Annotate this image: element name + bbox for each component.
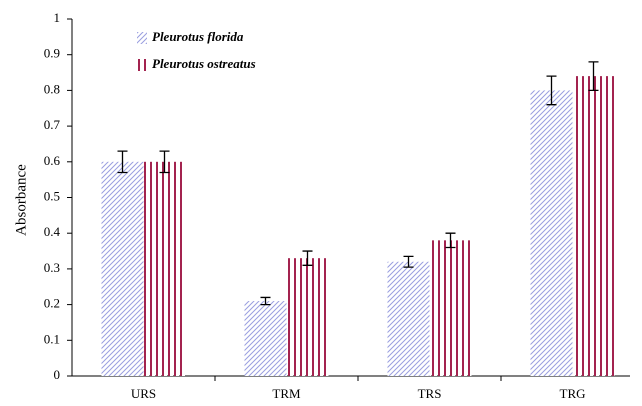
legend-label: Pleurotus ostreatus [152,56,256,71]
legend-label: Pleurotus florida [152,29,244,44]
y-tick-label: 0.9 [44,46,60,61]
y-tick-label: 0.5 [44,188,60,203]
bar [387,261,430,376]
legend-swatch [137,32,147,44]
error-bar [403,255,414,268]
error-bar [260,296,271,306]
y-axis-label: Absorbance [13,164,29,236]
error-bar [445,232,456,249]
bar [286,258,329,376]
error-bar [588,61,599,92]
x-tick-label: TRM [272,386,301,401]
legend-swatch [137,59,147,71]
error-bar [159,150,170,174]
y-tick-label: 0.1 [44,331,60,346]
y-tick-label: 0.7 [44,117,61,132]
error-bar [302,250,313,266]
error-bar [546,75,557,106]
x-tick-label: TRS [418,386,442,401]
bar [101,161,144,376]
bar [244,301,287,376]
y-tick-label: 0.6 [44,153,61,168]
y-tick-label: 0.2 [44,296,60,311]
y-tick-label: 0.8 [44,81,60,96]
x-tick-label: URS [131,386,156,401]
bar [530,90,573,377]
error-bar [117,150,128,174]
y-tick-label: 0 [54,367,61,382]
bar [572,76,615,377]
y-tick-label: 0.4 [44,224,61,239]
bar [429,240,472,376]
bar [143,161,186,376]
y-tick-label: 0.3 [44,260,60,275]
x-tick-label: TRG [560,386,586,401]
y-tick-label: 1 [54,10,61,25]
